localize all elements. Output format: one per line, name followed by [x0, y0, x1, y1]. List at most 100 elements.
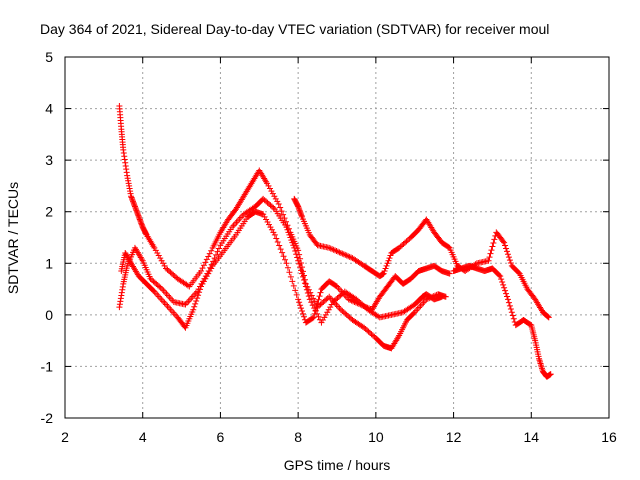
- data-point-interp: [403, 238, 410, 245]
- data-point-interp: [292, 248, 299, 255]
- data-point: [271, 231, 278, 238]
- data-point-interp: [200, 262, 207, 269]
- data-point-interp: [544, 313, 551, 320]
- data-point-interp: [491, 236, 498, 243]
- data-point-interp: [297, 302, 304, 309]
- data-point-interp: [486, 254, 493, 261]
- data-point-interp: [368, 331, 375, 338]
- data-point-interp: [332, 247, 339, 254]
- data-point-interp: [266, 200, 272, 207]
- series-track-3: [118, 208, 453, 331]
- y-tick-label: 4: [45, 101, 53, 117]
- data-point-interp: [302, 283, 309, 290]
- data-point-interp: [264, 199, 271, 206]
- data-point-interp: [285, 229, 292, 236]
- data-point-interp: [299, 307, 306, 314]
- data-point-interp: [273, 235, 280, 242]
- data-point-interp: [345, 313, 352, 320]
- data-point: [198, 283, 204, 290]
- grid: [65, 57, 609, 418]
- data-point-interp: [264, 219, 271, 226]
- data-point-interp: [286, 269, 293, 276]
- data-point-interp: [267, 202, 274, 209]
- data-point-interp: [383, 262, 390, 269]
- data-point-interp: [315, 313, 322, 320]
- data-point: [497, 273, 504, 280]
- y-tick-label: 3: [45, 152, 53, 168]
- data-point-interp: [320, 298, 327, 305]
- data-point: [326, 244, 333, 251]
- data-point-interp: [265, 182, 272, 189]
- data-point: [151, 244, 158, 251]
- x-tick-label: 12: [446, 429, 462, 445]
- data-point: [438, 293, 445, 300]
- data-point-interp: [309, 315, 316, 322]
- x-tick-label: 14: [523, 429, 539, 445]
- data-point-interp: [328, 301, 335, 308]
- data-point-interp: [300, 277, 307, 284]
- data-point-interp: [261, 197, 268, 204]
- data-point-interp: [205, 253, 212, 260]
- data-point-interp: [300, 273, 306, 280]
- y-tick-labels: -2 -1 0 1 2 3 4 5: [41, 49, 54, 426]
- data-point-interp: [152, 247, 159, 254]
- data-point-interp: [196, 289, 203, 296]
- data-point: [547, 371, 554, 378]
- data-point-interp: [148, 277, 155, 284]
- data-point-interp: [208, 265, 215, 272]
- data-point-interp: [350, 298, 357, 305]
- data-point-interp: [266, 185, 273, 192]
- data-point-interp: [333, 296, 340, 303]
- data-point-interp: [300, 313, 307, 320]
- x-tick-label: 4: [139, 429, 147, 445]
- data-point-interp: [400, 240, 407, 247]
- data-point-interp: [335, 293, 342, 300]
- data-point-interp: [261, 213, 268, 220]
- data-point: [318, 319, 325, 326]
- data-point-interp: [321, 314, 328, 321]
- data-point-interp: [321, 297, 328, 304]
- data-point-interp: [343, 311, 350, 318]
- data-point: [295, 296, 302, 303]
- data-point-interp: [122, 251, 129, 258]
- data-point-interp: [324, 309, 331, 316]
- data-points: [116, 102, 554, 380]
- data-point-interp: [365, 328, 372, 335]
- data-point: [260, 211, 267, 218]
- data-point-interp: [346, 314, 353, 321]
- x-tick-label: 6: [217, 429, 225, 445]
- data-point-interp: [288, 237, 295, 244]
- data-point-interp: [334, 295, 341, 302]
- data-point-interp: [348, 297, 355, 304]
- data-point-interp: [293, 251, 300, 258]
- data-point-interp: [125, 256, 132, 263]
- data-point-interp: [316, 293, 323, 300]
- data-point-interp: [504, 293, 510, 300]
- x-axis-title: GPS time / hours: [284, 457, 391, 473]
- x-tick-label: 16: [601, 429, 617, 445]
- data-point-interp: [267, 224, 274, 231]
- data-point: [485, 257, 492, 264]
- data-point-interp: [327, 304, 334, 311]
- data-point-interp: [367, 329, 374, 336]
- data-point: [501, 239, 508, 246]
- data-point-interp: [294, 254, 301, 261]
- data-point-interp: [194, 295, 201, 302]
- data-point-interp: [309, 302, 316, 309]
- y-tick-label: 5: [45, 49, 53, 65]
- data-point-interp: [506, 302, 513, 309]
- data-point-interp: [274, 239, 281, 246]
- series-track-5: [450, 262, 554, 380]
- data-point: [380, 270, 387, 277]
- data-point-interp: [545, 313, 552, 320]
- data-point-interp: [271, 193, 278, 200]
- data-point-interp: [500, 238, 507, 245]
- data-point-interp: [296, 260, 303, 267]
- y-axis-title: SDTVAR / TECUs: [5, 182, 21, 294]
- data-point: [310, 314, 317, 321]
- plot-frame: [64, 56, 610, 419]
- data-point-interp: [295, 257, 302, 264]
- data-point-interp: [191, 303, 198, 310]
- data-point-interp: [339, 307, 346, 314]
- data-point-interp: [268, 188, 275, 195]
